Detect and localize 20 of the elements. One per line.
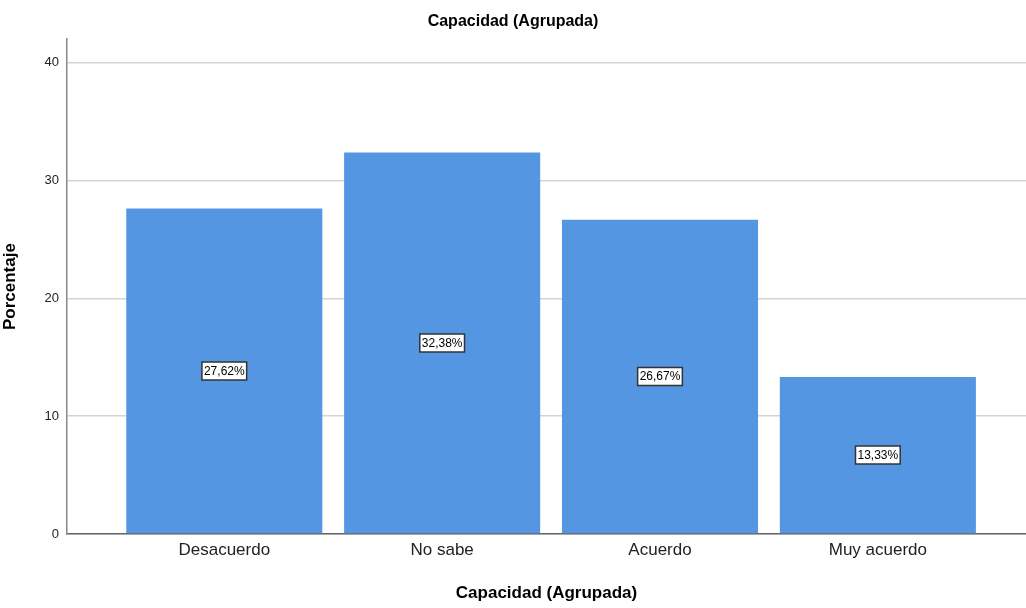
- x-tick-label: Desacuerdo: [178, 539, 271, 559]
- x-axis-title: Capacidad (Agrupada): [455, 583, 638, 603]
- y-tick-label: 40: [44, 54, 59, 70]
- y-axis-title: Porcentaje: [0, 243, 19, 331]
- bar: [126, 208, 323, 534]
- y-tick-label: 10: [44, 407, 59, 423]
- data-label: 32,38%: [421, 335, 463, 350]
- bar: [779, 376, 976, 534]
- x-tick-label: Muy acuerdo: [828, 539, 927, 559]
- y-tick-label: 0: [51, 525, 59, 541]
- chart-title: Capacidad (Agrupada): [427, 12, 599, 30]
- data-label: 13,33%: [857, 447, 899, 462]
- bar: [344, 152, 541, 534]
- data-label: 26,67%: [639, 369, 681, 384]
- x-tick-label: Acuerdo: [628, 539, 692, 559]
- bar: [561, 219, 759, 534]
- y-tick-label: 30: [44, 172, 59, 188]
- y-tick-label: 20: [44, 289, 59, 305]
- data-label: 27,62%: [203, 363, 245, 378]
- x-tick-label: No sabe: [410, 539, 474, 559]
